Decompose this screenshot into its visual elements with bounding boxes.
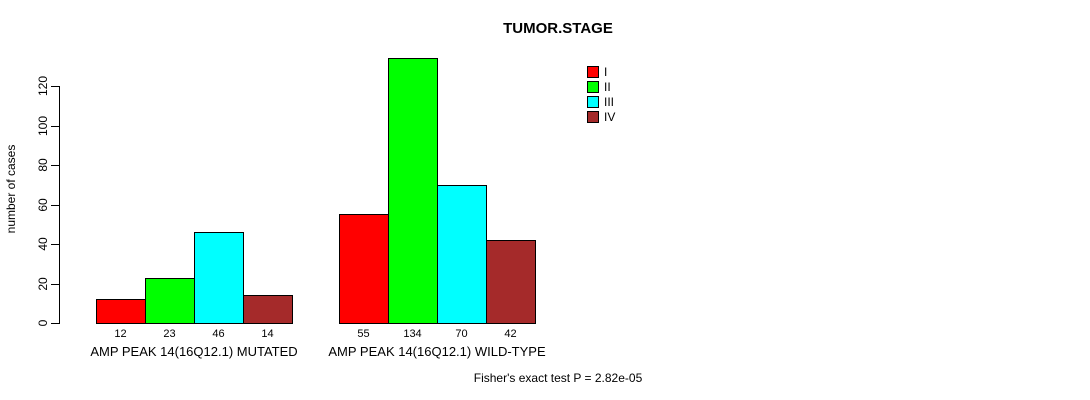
y-tick-label: 120 (36, 75, 50, 97)
y-tick (51, 323, 59, 324)
bar-ii-wildtype (388, 58, 438, 324)
legend-label: II (604, 80, 611, 94)
group-label: AMP PEAK 14(16Q12.1) WILD-TYPE (328, 344, 546, 359)
bar-value-label: 134 (403, 328, 422, 340)
bar-value-label: 42 (504, 328, 517, 340)
bar-ii-mutated (145, 278, 195, 324)
legend-swatch-iii (587, 96, 599, 108)
bar-value-label: 46 (212, 328, 225, 340)
bar-value-label: 12 (114, 328, 127, 340)
y-tick (51, 165, 59, 166)
y-tick (51, 86, 59, 87)
legend-swatch-i (587, 66, 599, 78)
bar-iv-wildtype (486, 240, 536, 324)
bar-iii-mutated (194, 232, 244, 324)
bar-value-label: 70 (455, 328, 468, 340)
y-tick-label: 40 (36, 237, 50, 251)
bar-value-label: 14 (261, 328, 274, 340)
legend-label: I (604, 65, 608, 79)
bar-i-mutated (96, 299, 146, 324)
y-tick-label: 20 (36, 276, 50, 291)
y-tick-label: 60 (36, 197, 50, 212)
bar-iv-mutated (243, 295, 293, 324)
bar-value-label: 55 (357, 328, 370, 340)
group-label: AMP PEAK 14(16Q12.1) MUTATED (90, 344, 298, 359)
chart-title: TUMOR.STAGE (503, 20, 613, 37)
legend-label: IV (604, 110, 616, 124)
y-tick (51, 204, 59, 206)
legend-swatch-iv (587, 111, 599, 123)
bar-i-wildtype (339, 214, 389, 324)
bar-value-label: 23 (163, 328, 176, 340)
y-tick (51, 125, 59, 127)
y-tick-label: 80 (36, 158, 50, 172)
y-tick (51, 244, 59, 245)
y-tick-label: 0 (36, 319, 50, 327)
legend-swatch-ii (587, 81, 599, 93)
y-axis-line (59, 86, 60, 324)
legend-label: III (604, 95, 615, 109)
y-tick (51, 283, 59, 285)
footer-note: Fisher's exact test P = 2.82e-05 (473, 371, 643, 385)
y-tick-label: 100 (36, 115, 50, 136)
bar-iii-wildtype (437, 185, 487, 324)
